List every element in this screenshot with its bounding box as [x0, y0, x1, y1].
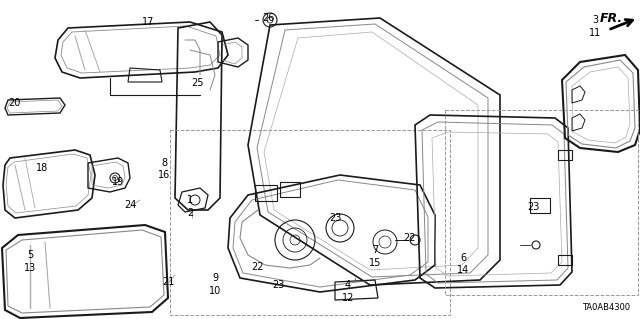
Bar	[530, 198, 550, 213]
Text: 25: 25	[192, 78, 204, 88]
Text: 20: 20	[8, 98, 20, 108]
Text: 6: 6	[460, 253, 466, 263]
Text: 2: 2	[187, 208, 193, 218]
Text: 21: 21	[162, 277, 174, 287]
Text: 23: 23	[527, 202, 539, 212]
Text: 10: 10	[209, 286, 221, 296]
Text: 18: 18	[36, 163, 48, 173]
Text: 26: 26	[262, 13, 274, 23]
Bar	[558, 150, 572, 160]
Text: 5: 5	[27, 250, 33, 260]
Text: 8: 8	[161, 158, 167, 168]
Text: 1: 1	[187, 195, 193, 205]
Text: 3: 3	[592, 15, 598, 25]
Text: 23: 23	[329, 213, 341, 223]
Text: 16: 16	[158, 170, 170, 180]
Text: 15: 15	[369, 258, 381, 268]
Text: 19: 19	[112, 177, 124, 187]
Text: 11: 11	[589, 28, 601, 38]
Bar	[255, 185, 277, 201]
Text: 22: 22	[251, 262, 263, 272]
Text: FR.: FR.	[600, 11, 623, 25]
Text: TA0AB4300: TA0AB4300	[582, 303, 630, 312]
Text: 17: 17	[142, 17, 154, 27]
Text: 12: 12	[342, 293, 354, 303]
Text: 14: 14	[457, 265, 469, 275]
Text: 9: 9	[212, 273, 218, 283]
Text: 22: 22	[404, 233, 416, 243]
Text: 13: 13	[24, 263, 36, 273]
Text: 23: 23	[272, 280, 284, 290]
Text: 7: 7	[372, 245, 378, 255]
Bar	[558, 255, 572, 265]
Bar	[280, 182, 300, 197]
Text: 24: 24	[124, 200, 136, 210]
Text: 4: 4	[345, 280, 351, 290]
